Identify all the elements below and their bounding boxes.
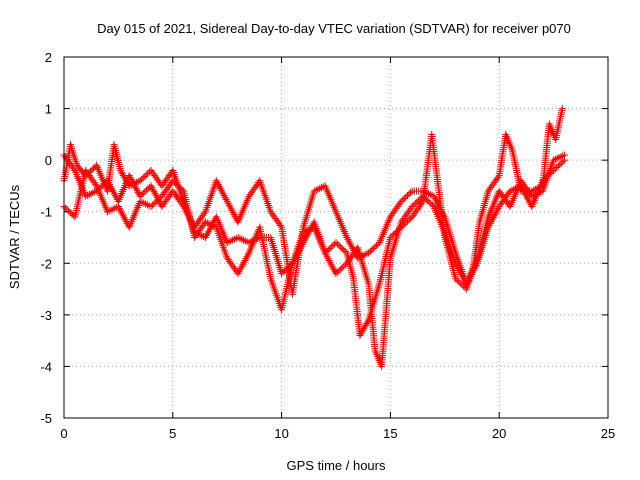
chart-title: Day 015 of 2021, Sidereal Day-to-day VTE… [97,21,571,36]
x-tick-label: 5 [169,426,176,441]
x-tick-label: 25 [601,426,615,441]
y-tick-label: 0 [45,153,52,168]
y-tick-label: 2 [45,50,52,65]
data-point [234,234,242,241]
data-point [560,151,568,159]
y-axis-label: SDTVAR / TECUs [7,184,22,289]
tick-layer: 0 5 10 15 20 25 -5 -4 -3 -2 -1 0 1 2 [40,50,615,441]
y-tick-label: -3 [40,308,52,323]
series-layer [60,105,568,370]
y-tick-label: -5 [40,411,52,426]
sdtvar-trace-3 [60,151,568,298]
y-tick-label: -1 [40,205,52,220]
trace-marks [61,152,567,296]
x-tick-label: 20 [492,426,506,441]
y-tick-label: 1 [45,102,52,117]
data-point [104,177,112,185]
data-point [332,239,340,247]
plot-frame [63,56,609,419]
x-tick-label: 15 [383,426,397,441]
y-tick-label: -2 [40,256,52,271]
x-tick-label: 0 [60,426,67,441]
x-tick-label: 10 [274,426,288,441]
y-tick-label: -4 [40,359,52,374]
x-axis-label: GPS time / hours [287,458,386,473]
